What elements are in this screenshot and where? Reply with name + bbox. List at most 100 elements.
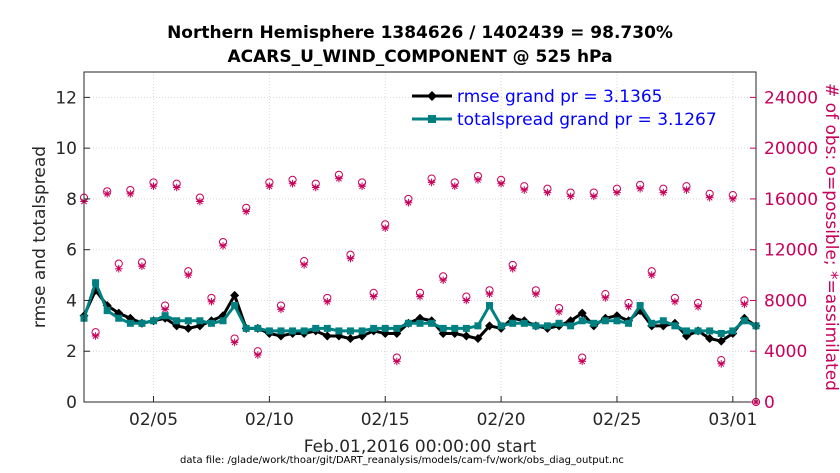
obs-assimilated-point xyxy=(624,303,633,311)
obs-assimilated-point xyxy=(717,360,726,368)
y2-tick-label: 24000 xyxy=(764,88,818,108)
spread-point xyxy=(138,319,146,327)
spread-point xyxy=(92,279,100,287)
chart-title-line2: ACARS_U_WIND_COMPONENT @ 525 hPa xyxy=(227,47,612,67)
spread-point xyxy=(323,324,331,332)
obs-assimilated-point xyxy=(474,176,482,184)
obs-assimilated-point xyxy=(671,297,679,306)
spread-point xyxy=(625,319,633,327)
spread-point xyxy=(636,302,644,310)
y2-tick-label: 20000 xyxy=(764,139,818,159)
spread-point xyxy=(520,319,528,327)
obs-assimilated-point xyxy=(126,190,135,198)
obs-assimilated-point xyxy=(694,303,702,311)
rmse-point xyxy=(322,331,332,341)
spread-point xyxy=(265,327,273,335)
obs-assimilated-point xyxy=(729,195,737,203)
obs-assimilated-point xyxy=(265,182,274,191)
rmse-point xyxy=(577,308,587,318)
spread-point xyxy=(289,327,297,335)
obs-assimilated-point xyxy=(404,198,413,207)
spread-point xyxy=(509,319,517,327)
obs-assimilated-point xyxy=(346,254,355,263)
obs-assimilated-point xyxy=(91,332,100,340)
rmse-point xyxy=(485,321,495,331)
legend-rmse-marker xyxy=(427,91,437,101)
obs-assimilated-point xyxy=(450,182,459,191)
plot-area xyxy=(84,72,756,402)
spread-point xyxy=(590,319,598,327)
x-tick-label: 02/20 xyxy=(477,410,526,430)
obs-assimilated-point xyxy=(705,193,714,202)
obs-assimilated-point xyxy=(589,192,598,201)
spread-point xyxy=(486,302,494,310)
obs-assimilated-point xyxy=(253,351,262,359)
spread-point xyxy=(184,317,192,325)
spread-point xyxy=(207,319,215,327)
obs-assimilated-point xyxy=(508,264,517,273)
obs-assimilated-point xyxy=(393,357,401,366)
spread-point xyxy=(242,324,250,332)
spread-point xyxy=(439,324,447,332)
legend: rmse grand pr = 3.1365 totalspread grand… xyxy=(412,87,717,130)
spread-point xyxy=(555,319,563,327)
obs-assimilated-point xyxy=(555,308,563,316)
obs-assimilated-point xyxy=(114,264,123,273)
x-tick-label: 02/15 xyxy=(361,410,410,430)
spread-point xyxy=(694,327,702,335)
y-tick-label: 0 xyxy=(66,393,77,413)
obs-assimilated-point xyxy=(532,290,540,298)
obs-assimilated-point xyxy=(462,296,471,305)
obs-assimilated-point xyxy=(416,292,424,301)
spread-point xyxy=(462,324,470,332)
spread-point xyxy=(682,327,690,335)
plot-frame xyxy=(83,71,757,403)
obs-assimilated-point xyxy=(196,197,204,206)
spread-point xyxy=(428,319,436,327)
y-axis-label: rmse and totalspread xyxy=(30,146,50,328)
spread-point xyxy=(648,319,656,327)
spread-point xyxy=(358,327,366,335)
x-tick-label: 03/01 xyxy=(708,410,757,430)
spread-point xyxy=(613,317,621,325)
spread-point xyxy=(729,327,737,335)
obs-assimilated-point xyxy=(381,224,390,232)
rmse-point xyxy=(716,336,726,346)
x-axis-label: Feb.01,2016 00:00:00 start xyxy=(304,437,537,457)
obs-assimilated-point xyxy=(613,188,621,197)
spread-point xyxy=(277,327,285,335)
spread-point xyxy=(312,324,320,332)
x-tick-label: 02/25 xyxy=(592,410,641,430)
obs-assimilated-point xyxy=(497,179,505,188)
obs-assimilated-point xyxy=(277,305,285,314)
y2-axis-label: # of obs: o=possible; *=assimilated xyxy=(821,83,840,391)
obs-assimilated-point xyxy=(311,183,320,192)
spread-point xyxy=(381,324,389,332)
spread-point xyxy=(173,317,181,325)
rmse-point xyxy=(473,334,483,344)
spread-point xyxy=(671,322,679,330)
y-tick-label: 2 xyxy=(66,342,77,362)
y2-tick-label: 8000 xyxy=(764,291,807,311)
obs-assimilated-point xyxy=(207,297,216,306)
y-axis-left: 0 2 4 6 8 10 12 xyxy=(55,88,90,413)
spread-point xyxy=(126,319,134,327)
y-tick-label: 12 xyxy=(55,88,77,108)
rmse-point xyxy=(345,334,355,344)
obs-assimilated-point xyxy=(219,242,227,250)
obs-assimilated-point xyxy=(427,178,436,187)
spread-point xyxy=(103,307,111,315)
obs-assimilated-point xyxy=(300,261,308,269)
spread-point xyxy=(567,322,575,330)
rmse-point xyxy=(461,331,471,341)
y-axis-right: 0 4000 8000 12000 16000 20000 24000 xyxy=(750,88,818,413)
obs-count-layer xyxy=(79,170,761,407)
spread-point xyxy=(300,327,308,335)
spread-point xyxy=(231,302,239,310)
obs-assimilated-point xyxy=(578,357,587,366)
obs-assimilated-point xyxy=(369,292,378,301)
spread-point xyxy=(219,317,227,325)
spread-point xyxy=(706,327,714,335)
legend-spread-marker xyxy=(428,115,436,123)
